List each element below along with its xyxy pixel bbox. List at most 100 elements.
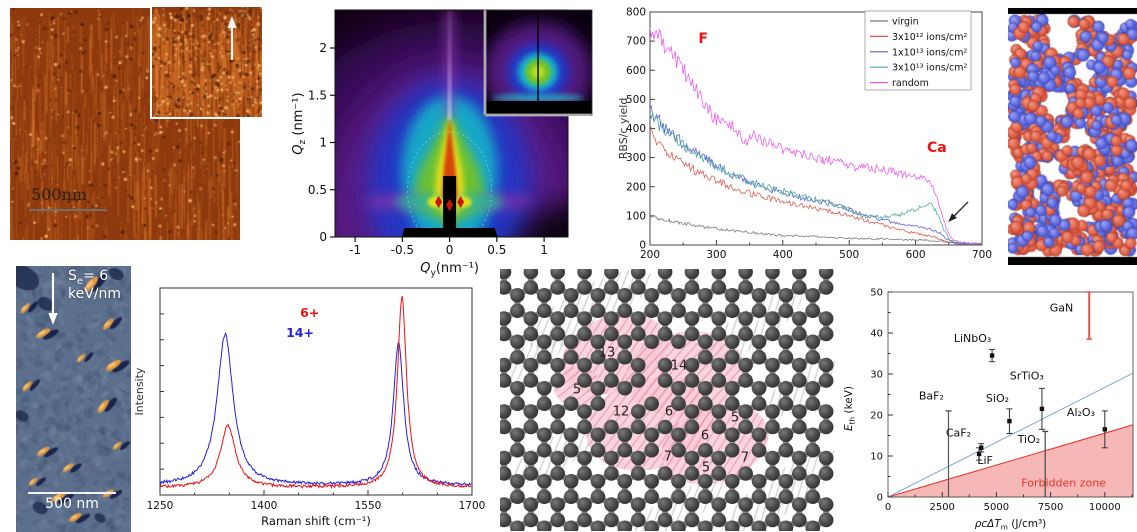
rbs-curve-2 [649,104,981,245]
svg-text:300: 300 [626,152,646,164]
material-label-SrTiO₃: SrTiO₃ [1010,370,1044,383]
svg-text:20: 20 [870,411,883,422]
svg-text:ρcΔTm (J/cm³): ρcΔTm (J/cm³) [975,518,1047,532]
svg-text:1.5: 1.5 [308,88,327,102]
data-point-SiO₂ [1006,408,1013,434]
material-label-Al₂O₃: Al₂O₃ [1067,406,1095,419]
rbs-label-F: F [698,31,708,47]
scaling-line [887,372,1134,498]
svg-text:40: 40 [870,329,883,340]
svg-text:7: 7 [741,451,749,466]
range-bar-BaF₂ [945,410,952,497]
eth-axes: 0 2500 5000 7500 10000 0 10 20 30 40 50 ρcΔTm (J/cm… [843,288,1134,532]
svg-text:30: 30 [870,370,883,381]
data-point-SrTiO₃ [1038,387,1045,430]
forbidden-zone-label: Forbidden zone [1021,476,1106,489]
svg-text:1: 1 [540,243,548,257]
svg-text:0: 0 [319,230,327,244]
svg-text:-0.5: -0.5 [391,243,414,257]
svg-text:600: 600 [906,249,926,261]
svg-text:100: 100 [626,210,646,222]
svg-text:3x10¹² ions/cm²: 3x10¹² ions/cm² [892,32,967,43]
svg-text:500: 500 [839,249,859,261]
panel-eth-scatter: Forbidden zone 0 2500 5000 7500 10000 0 10 20 30 4… [843,288,1134,532]
up-arrow-icon [227,16,237,60]
gisaxs-inset [485,10,592,115]
data-point-Al₂O₃ [1101,410,1108,449]
material-label-SiO₂: SiO₂ [986,392,1009,405]
rbs-arrow-icon [948,201,969,222]
afm-hillocks-annotation: Se= 6 keV/nm [68,268,122,302]
material-label-CaF₂: CaF₂ [946,426,971,439]
svg-text:0.5: 0.5 [308,183,327,197]
svg-text:10000: 10000 [1089,502,1121,513]
svg-text:400: 400 [773,249,793,261]
raman-curve-14+ [159,332,472,487]
panel-md-simulation [1008,8,1137,265]
rbs-curve-1 [649,125,982,246]
svg-text:0: 0 [877,493,883,504]
svg-text:Intensity: Intensity [135,367,146,415]
material-label-TiO₂: TiO₂ [1017,433,1041,446]
svg-text:800: 800 [626,7,646,19]
svg-text:5000: 5000 [984,502,1009,513]
raman-legend-6+: 6+ [300,305,319,320]
afm-tracks-inset [150,7,262,119]
rbs-curve-0 [649,214,981,245]
svg-text:0: 0 [639,240,646,252]
svg-text:Qy(nm⁻¹): Qy(nm⁻¹) [420,261,479,278]
svg-text:1x10¹³ ions/cm²: 1x10¹³ ions/cm² [892,47,967,58]
svg-text:Qz (nm⁻¹): Qz (nm⁻¹) [291,92,308,154]
svg-text:14: 14 [671,359,688,374]
raman-axes: 1250 1400 1550 1700 Intensity Raman shift (cm… [135,287,486,528]
panel-raman-spectra: 1250 1400 1550 1700 Intensity Raman shift (cm… [135,287,486,528]
gisaxs-axes: 0 0.5 1 1.5 2 -1 -0.5 0 0.5 1 Qz (nm⁻¹) Qy(nm⁻¹) [291,9,569,278]
range-bar-GaN [1086,291,1093,340]
rbs-axes: 200 300 400 500 600 700 0 100 200 300 400 500 600 700… [618,7,992,262]
ring-size-labels: 13 14 5 12 6 5 6 7 5 7 [573,346,749,476]
panel-gisaxs-map: 0 0.5 1 1.5 2 -1 -0.5 0 0.5 1 Qz (nm⁻¹) Qy(nm⁻¹) [291,9,593,278]
svg-text:virgin: virgin [892,17,919,28]
raman-curve-6+ [159,296,472,490]
svg-text:RBS/c yield: RBS/c yield [618,98,630,160]
down-arrow-icon [48,273,58,325]
rbs-label-Ca: Ca [927,140,947,156]
svg-text:-1: -1 [349,243,361,257]
svg-text:1700: 1700 [459,500,486,512]
afm-tracks-scale-label: 500nm [31,185,88,204]
svg-text:random: random [892,78,929,89]
svg-text:200: 200 [640,249,660,261]
material-label-LiNbO₃: LiNbO₃ [954,332,991,345]
svg-text:400: 400 [626,123,646,135]
material-label-LiF: LiF [977,454,993,467]
svg-text:700: 700 [972,249,992,261]
svg-text:10: 10 [870,452,883,463]
svg-text:0.5: 0.5 [487,243,506,257]
svg-text:5: 5 [702,461,710,476]
panel-rbs-spectra: 200 300 400 500 600 700 0 100 200 300 400 500 600 700… [618,7,992,262]
range-bar-TiO₂ [1042,430,1049,497]
svg-text:2500: 2500 [929,502,954,513]
svg-text:5: 5 [731,411,739,426]
afm-hillocks-scale-label: 500 nm [45,496,99,512]
svg-text:2: 2 [319,41,327,55]
svg-text:700: 700 [626,36,646,48]
material-label-GaN: GaN [1050,301,1074,314]
rbs-legend: virgin 3x10¹² ions/cm² 1x10¹³ ions/cm² 3x10… [864,10,972,91]
svg-text:1: 1 [319,136,327,150]
svg-text:6: 6 [701,429,709,444]
svg-text:600: 600 [626,65,646,77]
svg-text:13: 13 [599,346,616,361]
afm-tracks-inset-image [152,7,262,117]
svg-text:1400: 1400 [251,500,278,512]
rbs-curve-4 [649,27,981,245]
svg-text:0: 0 [885,502,891,513]
svg-text:7500: 7500 [1038,502,1063,513]
material-label-BaF₂: BaF₂ [919,389,944,402]
data-point-CaF₂ [978,443,985,453]
rbs-curve-3 [649,112,982,245]
svg-text:Eth (keV): Eth (keV) [843,386,857,431]
svg-text:300: 300 [706,249,726,261]
afm-hillocks-image [16,266,131,532]
